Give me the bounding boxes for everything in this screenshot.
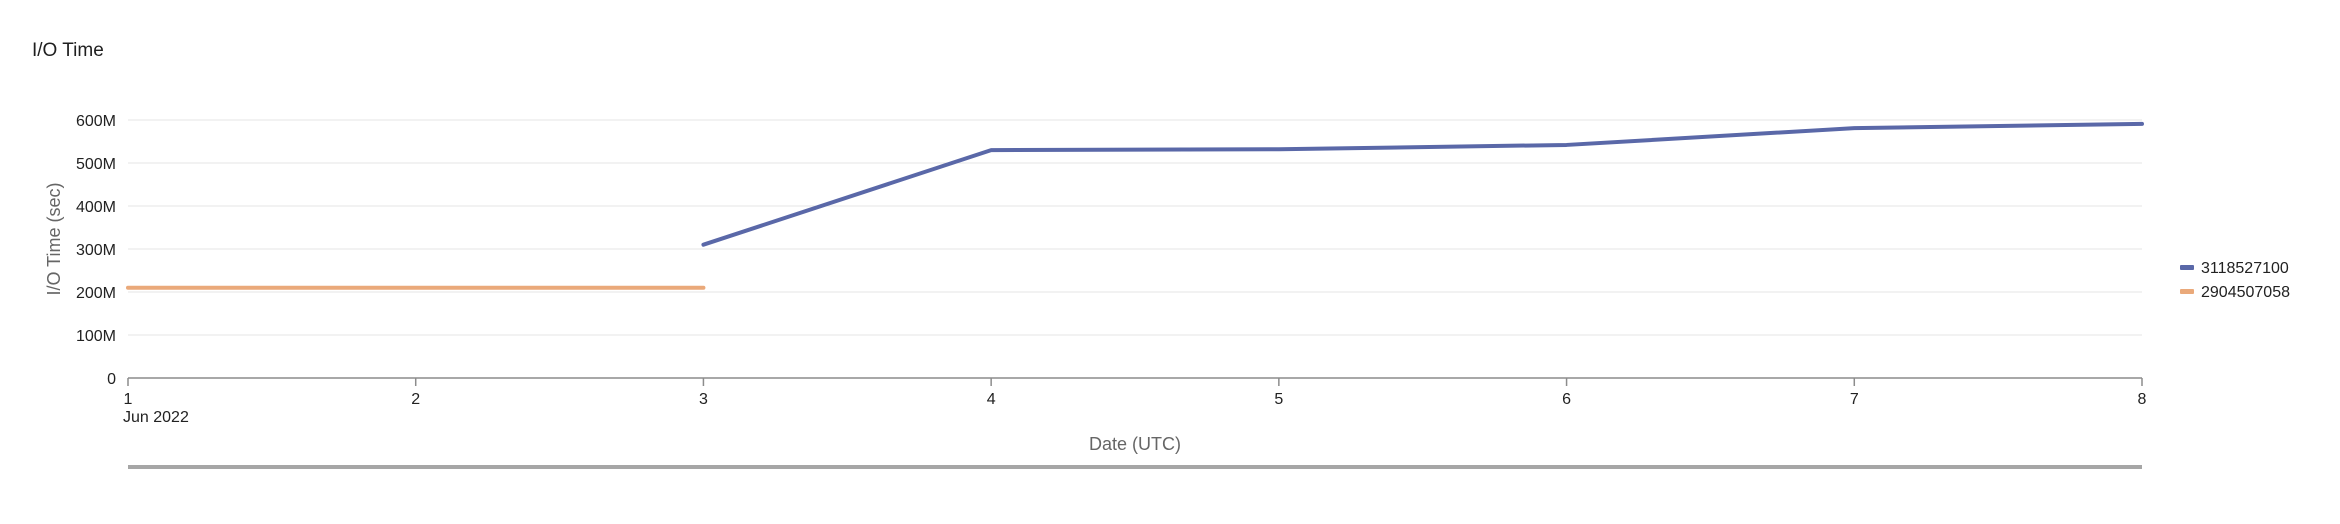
- y-tick-label: 600M: [76, 113, 116, 130]
- x-axis-sublabel: Jun 2022: [123, 409, 189, 426]
- y-tick-label: 100M: [76, 328, 116, 345]
- series-lines: [126, 121, 2144, 290]
- legend: 3118527100 2904507058: [2180, 260, 2290, 301]
- grid-lines: [128, 119, 2142, 336]
- legend-swatch: [2180, 289, 2194, 294]
- chart-title: I/O Time: [32, 40, 104, 61]
- y-tick-label: 500M: [76, 156, 116, 173]
- y-tick-label: 400M: [76, 199, 116, 216]
- legend-swatch: [2180, 265, 2194, 270]
- x-tick-label: 8: [2138, 391, 2147, 408]
- x-tick-label: 6: [1562, 391, 1571, 408]
- y-tick-label: 300M: [76, 242, 116, 259]
- legend-item-label[interactable]: 3118527100: [2201, 260, 2289, 277]
- x-tick-label: 4: [987, 391, 996, 408]
- x-tick-label: 5: [1274, 391, 1283, 408]
- x-axis-ticks: 1 2 3 4 5 6 7 8: [124, 378, 2147, 408]
- x-tick-label: 7: [1850, 391, 1859, 408]
- series-line[interactable]: [701, 121, 2144, 247]
- y-tick-label: 0: [107, 371, 116, 388]
- y-axis-ticks: 0 100M 200M 300M 400M 500M 600M: [76, 113, 116, 388]
- x-tick-label: 1: [124, 391, 133, 408]
- legend-item-label[interactable]: 2904507058: [2201, 284, 2290, 301]
- y-tick-label: 200M: [76, 285, 116, 302]
- y-axis-title: I/O Time (sec): [44, 182, 64, 295]
- range-navigator-scrollbar[interactable]: [128, 465, 2142, 469]
- x-tick-label: 3: [699, 391, 708, 408]
- x-axis-title: Date (UTC): [1089, 434, 1181, 454]
- x-tick-label: 2: [411, 391, 420, 408]
